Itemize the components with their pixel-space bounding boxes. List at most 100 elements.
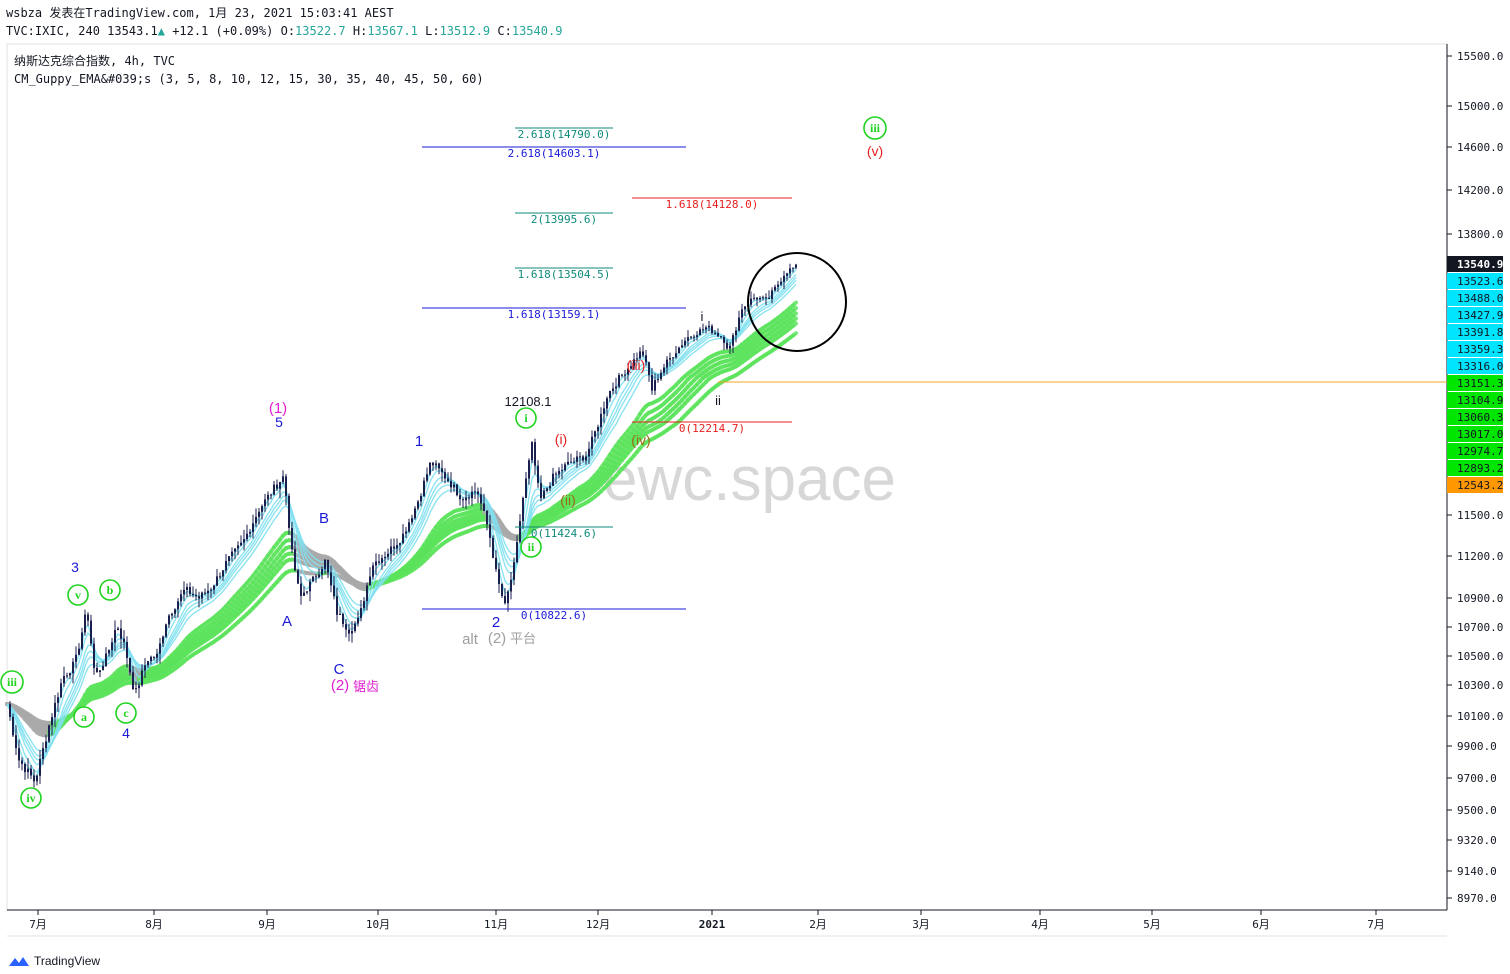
candle-body <box>165 624 167 637</box>
candle-body <box>30 768 32 776</box>
svg-text:2.618(14790.0): 2.618(14790.0) <box>518 128 611 141</box>
brand-name[interactable]: TradingView <box>34 954 101 968</box>
candle-body <box>459 495 461 500</box>
candle-body <box>216 576 218 586</box>
slow-ema-segment <box>791 306 798 313</box>
plot-area <box>6 43 1448 937</box>
price-tag: 13151.3 <box>1447 375 1503 391</box>
series-title[interactable]: 纳斯达克综合指数, 4h, TVC <box>14 54 176 68</box>
candle-body <box>96 667 98 672</box>
candle-body <box>54 702 56 718</box>
candle-body <box>432 462 434 466</box>
price-tags: 13540.9 13523.6 13488.0 13427.9 13391.8 13359… <box>1447 256 1503 493</box>
footer[interactable]: TradingView <box>8 954 100 968</box>
low-label: L: <box>425 24 440 38</box>
y-axis: 15500.0 15000.0 14600.0 14200.0 13800.0 11500… <box>1447 50 1503 905</box>
candle-body <box>15 735 17 749</box>
candle-body <box>288 495 290 528</box>
candle-body <box>399 543 401 546</box>
svg-text:13316.0: 13316.0 <box>1457 360 1503 373</box>
tradingview-logo-icon <box>9 957 29 966</box>
wave-label: c <box>115 702 137 724</box>
svg-text:13017.0: 13017.0 <box>1457 428 1503 441</box>
candle-body <box>528 460 530 479</box>
fib-level: 1.618(13504.5) <box>515 267 613 281</box>
candle-body <box>648 362 650 376</box>
candle-body <box>66 675 68 677</box>
price-tag: 13316.0 <box>1447 358 1503 374</box>
candle-body <box>543 490 545 498</box>
candle-body <box>300 583 302 596</box>
candle-body <box>405 531 407 534</box>
candle-body <box>240 542 242 546</box>
candle-body <box>237 545 239 549</box>
candle-body <box>252 523 254 532</box>
price-tag: 13104.9 <box>1447 392 1503 408</box>
candle-body <box>249 531 251 534</box>
candle-body <box>303 592 305 596</box>
watermark: ewc.space <box>603 445 896 514</box>
svg-text:1.618(13159.1): 1.618(13159.1) <box>508 308 601 321</box>
y-tick-label: 10300.0 <box>1457 679 1503 692</box>
candle-body <box>654 380 656 391</box>
candle-body <box>201 592 203 599</box>
candle-body <box>525 478 527 498</box>
wave-label: a <box>73 706 95 728</box>
candle-body <box>660 372 662 380</box>
price-tag: 12974.7 <box>1447 443 1503 459</box>
svg-text:13104.9: 13104.9 <box>1457 394 1503 407</box>
x-axis: 7月 8月 9月 10月 11月 12月 2021 2月 3月 4月 5月 6月 7月 <box>29 910 1385 931</box>
candle-body <box>618 375 620 387</box>
candle-body <box>597 426 599 432</box>
candle-body <box>612 388 614 391</box>
candle-body <box>717 333 719 337</box>
candle-body <box>600 413 602 427</box>
indicator-title[interactable]: CM_Guppy_EMA&#039;s (3, 5, 8, 10, 12, 15… <box>14 72 484 86</box>
candle-body <box>636 358 638 360</box>
candle-body <box>531 442 533 461</box>
candle-body <box>279 481 281 489</box>
svg-text:2(13995.6): 2(13995.6) <box>531 213 597 226</box>
x-tick-label: 6月 <box>1252 918 1270 931</box>
open-label: O: <box>280 24 296 38</box>
candle-body <box>573 461 575 463</box>
candle-body <box>369 576 371 586</box>
fib-level: 0(10822.6) <box>422 608 686 622</box>
candle-body <box>678 347 680 354</box>
y-tick-label: 11500.0 <box>1457 509 1503 522</box>
candle-body <box>522 497 524 522</box>
svg-text:1.618(14128.0): 1.618(14128.0) <box>666 198 759 211</box>
candle-body <box>429 462 431 475</box>
candle-body <box>36 775 38 782</box>
candle-body <box>621 374 623 376</box>
svg-text:alt: alt <box>462 631 479 648</box>
svg-text:(iv): (iv) <box>631 432 650 448</box>
candle-body <box>687 337 689 341</box>
candle-body <box>489 524 491 538</box>
candle-body <box>750 298 752 305</box>
price-tag: 13060.3 <box>1447 409 1503 425</box>
candle-body <box>642 351 644 356</box>
price-tag: 13017.0 <box>1447 426 1503 442</box>
candle-body <box>696 335 698 338</box>
candle-body <box>339 613 341 615</box>
svg-text:1.618(13504.5): 1.618(13504.5) <box>518 268 611 281</box>
price-tag: 13488.0 <box>1447 290 1503 306</box>
chart-legend[interactable]: 纳斯达克综合指数, 4h, TVC CM_Guppy_EMA&#039;s (3… <box>14 52 484 88</box>
candle-body <box>762 297 764 299</box>
candle-body <box>411 518 413 523</box>
candle-body <box>603 408 605 414</box>
x-tick-label: 2月 <box>809 918 827 931</box>
wave-label: (v) <box>867 143 883 159</box>
candle-body <box>333 585 335 597</box>
svg-text:(ii): (ii) <box>560 492 576 508</box>
y-tick-label: 14200.0 <box>1457 184 1503 197</box>
candle-body <box>327 559 329 573</box>
candle-body <box>567 461 569 465</box>
candle-body <box>291 527 293 550</box>
candle-body <box>108 650 110 654</box>
svg-text:1: 1 <box>415 433 423 450</box>
wave-label: 4 <box>122 725 130 741</box>
candle-body <box>753 297 755 299</box>
